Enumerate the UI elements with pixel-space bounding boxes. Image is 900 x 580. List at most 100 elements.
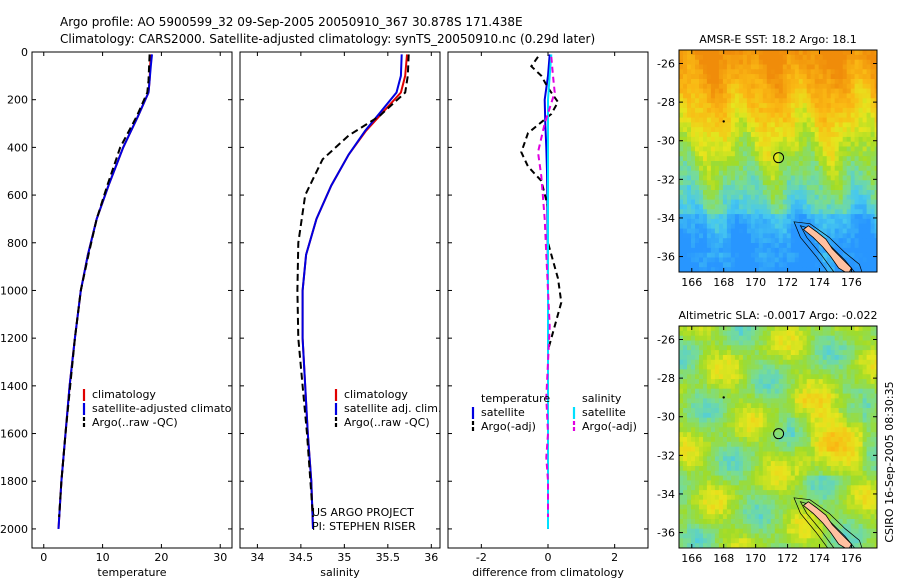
map-cell xyxy=(826,151,832,157)
map-cell xyxy=(742,88,748,94)
map-cell xyxy=(746,543,752,548)
map-cell xyxy=(734,335,740,342)
map-cell xyxy=(790,247,796,254)
map-cell xyxy=(774,335,780,342)
map-cell xyxy=(826,326,832,332)
map-cell xyxy=(794,509,800,515)
map-y-tick-label: -28 xyxy=(657,96,675,109)
map-cell xyxy=(679,175,684,181)
map-cell xyxy=(774,247,780,254)
map-cell xyxy=(758,170,764,177)
map-cell xyxy=(746,461,752,467)
map-cell xyxy=(846,252,852,259)
map-cell xyxy=(806,330,812,337)
map-cell xyxy=(842,209,848,215)
map-cell xyxy=(742,514,748,520)
map-cell xyxy=(794,485,800,491)
map-cell xyxy=(691,480,696,486)
map-cell xyxy=(734,427,740,433)
map-cell xyxy=(818,69,824,75)
map-cell xyxy=(830,326,836,332)
map-cell xyxy=(687,379,692,385)
map-cell xyxy=(730,538,736,544)
x-tick-label: 2 xyxy=(611,551,618,564)
map-cell xyxy=(798,69,804,75)
map-cell xyxy=(770,427,776,433)
map-cell xyxy=(722,480,728,486)
map-cell xyxy=(802,50,808,56)
map-cell xyxy=(722,466,728,472)
map-cell xyxy=(782,437,788,443)
map-cell xyxy=(722,98,728,104)
map-cell xyxy=(774,499,780,506)
map-cell xyxy=(810,122,816,128)
map-cell xyxy=(679,427,684,433)
map-cell xyxy=(758,499,764,506)
map-cell xyxy=(750,480,756,486)
map-cell xyxy=(814,345,820,351)
map-cell xyxy=(862,379,868,385)
map-cell xyxy=(730,88,736,94)
map-cell xyxy=(770,335,776,342)
map-cell xyxy=(703,475,708,481)
map-cell xyxy=(866,538,872,544)
map-cell xyxy=(858,446,864,453)
map-cell xyxy=(810,340,816,346)
map-cell xyxy=(766,228,772,234)
map-cell xyxy=(714,369,720,375)
map-cell xyxy=(699,74,704,80)
map-cell xyxy=(746,267,752,272)
map-cell xyxy=(858,204,864,210)
map-cell xyxy=(710,446,716,453)
map-cell xyxy=(810,388,816,395)
map-cell xyxy=(710,146,716,152)
map-cell xyxy=(854,514,860,520)
map-cell xyxy=(679,93,684,99)
map-cell xyxy=(790,451,796,457)
map-cell xyxy=(703,132,708,138)
map-cell xyxy=(679,267,684,272)
map-cell xyxy=(790,156,796,162)
map-cell xyxy=(850,523,856,530)
map-cell xyxy=(802,456,808,462)
map-cell xyxy=(850,252,856,259)
map-cell xyxy=(699,88,704,94)
map-cell xyxy=(866,514,872,520)
map-cell xyxy=(758,59,764,66)
map-cell xyxy=(714,374,720,380)
map-cell xyxy=(718,112,724,119)
map-cell xyxy=(746,398,752,404)
map-cell xyxy=(714,190,720,196)
map-cell xyxy=(846,466,852,472)
map-cell xyxy=(703,88,708,94)
map-cell xyxy=(842,214,848,220)
map-cell xyxy=(818,499,824,506)
map-cell xyxy=(826,218,832,225)
map-cell xyxy=(838,175,844,181)
map-cell xyxy=(802,252,808,259)
map-cell xyxy=(798,117,804,123)
map-cell xyxy=(834,132,840,138)
map-cell xyxy=(695,98,700,104)
map-cell xyxy=(742,69,748,75)
map-cell xyxy=(814,267,820,272)
map-cell xyxy=(802,441,808,448)
map-cell xyxy=(706,432,712,438)
map-cell xyxy=(703,359,708,366)
map-cell xyxy=(798,209,804,215)
map-cell xyxy=(750,350,756,356)
map-y-tick-label: -26 xyxy=(657,334,675,347)
map-cell xyxy=(703,54,708,61)
map-cell xyxy=(695,136,700,143)
map-cell xyxy=(870,194,876,201)
map-cell xyxy=(850,369,856,375)
map-cell xyxy=(810,194,816,201)
map-cell xyxy=(838,218,844,225)
map-cell xyxy=(786,98,792,104)
map-cell xyxy=(730,470,736,477)
map-cell xyxy=(790,350,796,356)
map-cell xyxy=(734,422,740,428)
map-cell xyxy=(798,161,804,167)
map-cell xyxy=(770,74,776,80)
map-cell xyxy=(742,499,748,506)
